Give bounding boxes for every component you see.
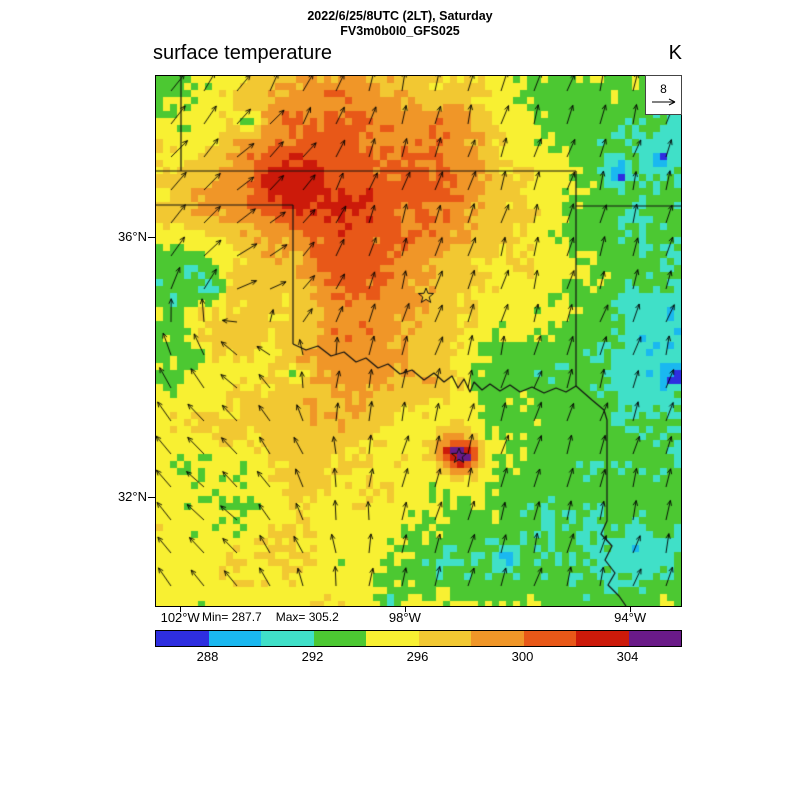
colorbar-tick-label: 292: [301, 649, 324, 664]
colorbar-tick-label: 300: [511, 649, 534, 664]
colorbar-segment: [523, 631, 576, 646]
max-value-label: Max= 305.2: [275, 610, 339, 624]
plot-model-title: FV3m0b0I0_GFS025: [340, 24, 460, 38]
colorbar: [155, 630, 682, 647]
unit-label: K: [668, 42, 682, 64]
axis-tick: [180, 606, 182, 612]
colorbar-segment: [208, 631, 261, 646]
variable-title: surface temperature: [153, 42, 332, 64]
axis-tick: [630, 606, 632, 612]
lat-tick-label: 36°N: [117, 229, 147, 245]
colorbar-tick-label: 304: [616, 649, 639, 664]
colorbar-segment: [366, 631, 419, 646]
wind-reference-legend: 8: [645, 75, 682, 115]
plot-datetime-title: 2022/6/25/8UTC (2LT), Saturday: [307, 9, 493, 23]
axis-tick: [148, 237, 155, 239]
colorbar-segment: [313, 631, 366, 646]
lon-tick-label: 98°W: [388, 610, 421, 625]
colorbar-tick-label: 296: [406, 649, 429, 664]
wind-reference-value: 8: [660, 82, 667, 96]
lat-tick-label: 32°N: [117, 488, 147, 504]
temperature-field-canvas: [156, 76, 681, 606]
axis-tick: [404, 606, 406, 612]
colorbar-segment: [628, 631, 681, 646]
lon-tick-label: 94°W: [614, 610, 647, 625]
colorbar-tick-label: 288: [196, 649, 219, 664]
colorbar-segment: [418, 631, 471, 646]
min-value-label: Min= 287.7: [202, 610, 262, 624]
reference-arrow-icon: [651, 98, 675, 106]
lon-tick-label: 102°W: [160, 610, 200, 625]
axis-tick: [148, 496, 155, 498]
colorbar-segment: [576, 631, 629, 646]
colorbar-segment: [261, 631, 314, 646]
colorbar-segment: [471, 631, 524, 646]
map-frame: 8: [155, 75, 682, 607]
field-stats: Min= 287.7 Max= 305.2: [202, 610, 339, 624]
colorbar-segment: [156, 631, 209, 646]
